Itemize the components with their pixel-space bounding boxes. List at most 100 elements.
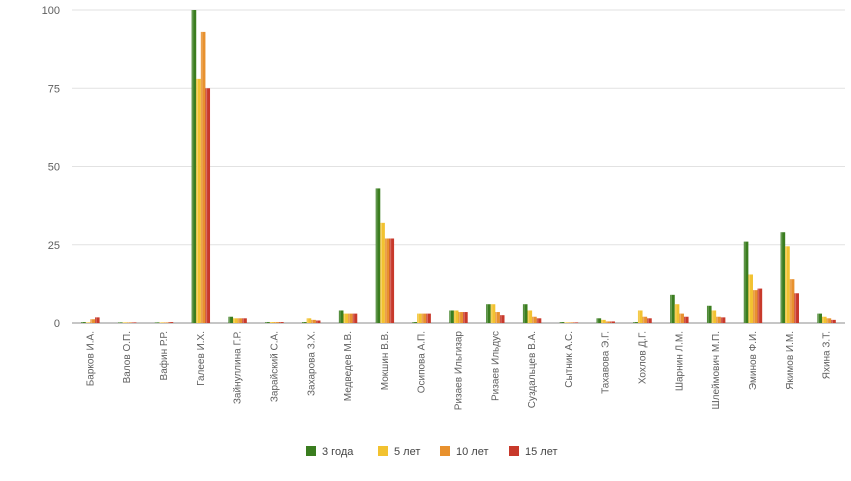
bar-highlight xyxy=(270,322,272,323)
bar-1-3 xyxy=(154,322,160,323)
bar-highlight xyxy=(233,318,235,323)
bar-4-15 xyxy=(610,321,615,323)
bar-highlight xyxy=(753,290,755,323)
bar-3-3 xyxy=(164,322,169,323)
bar-2-7 xyxy=(306,318,312,323)
x-tick-label: Эминов Ф.И. xyxy=(748,331,759,390)
bar-highlight xyxy=(817,313,820,323)
bar-1-20 xyxy=(780,232,786,323)
bar-4-16 xyxy=(647,318,652,323)
x-tick-label: Шарнин Л.М. xyxy=(674,331,685,391)
x-tick-label: Медведев М.В. xyxy=(343,331,354,401)
bar-1-1 xyxy=(81,322,86,323)
bar-1-6 xyxy=(265,322,270,323)
bar-highlight xyxy=(831,319,833,323)
bar-highlight xyxy=(523,304,525,323)
bar-3-16 xyxy=(642,316,648,323)
bar-1-7 xyxy=(302,322,307,323)
bar-highlight xyxy=(633,322,636,323)
bar-highlight xyxy=(348,313,350,323)
bar-highlight xyxy=(311,319,313,323)
bar-highlight xyxy=(597,318,599,323)
bar-2-15 xyxy=(601,319,606,323)
y-axis-tick-labels: 0 25 50 75 100 xyxy=(42,5,60,330)
legend: 3 года 5 лет 10 лет 15 лет xyxy=(306,446,558,458)
y-tick-label: 25 xyxy=(48,240,60,252)
bar-4-17 xyxy=(683,316,689,323)
x-tick-label: Тахавова Э.Г. xyxy=(601,331,612,394)
bar-highlight xyxy=(201,31,203,323)
bar-highlight xyxy=(390,238,392,323)
bar-highlight xyxy=(123,322,125,323)
bar-highlight xyxy=(86,322,88,323)
bar-highlight xyxy=(229,316,231,323)
bar-highlight xyxy=(376,188,378,323)
bar-2-12 xyxy=(490,304,496,323)
bar-1-15 xyxy=(596,318,602,323)
bar-2-13 xyxy=(527,310,533,323)
bar-highlight xyxy=(574,322,576,323)
bar-2-20 xyxy=(785,246,790,323)
bar-4-21 xyxy=(831,319,836,323)
bar-1-18 xyxy=(706,305,712,323)
bar-highlight xyxy=(675,304,677,323)
bar-3-7 xyxy=(311,319,316,323)
bar-1-12 xyxy=(486,304,491,323)
legend-swatch-4 xyxy=(509,446,519,456)
bar-4-18 xyxy=(720,317,726,323)
bar-highlight xyxy=(712,310,714,323)
bar-highlight xyxy=(242,318,244,323)
bar-highlight xyxy=(569,322,571,323)
bar-highlight xyxy=(491,304,493,323)
bar-1-19 xyxy=(743,241,749,323)
bar-highlight xyxy=(721,317,723,323)
bar-highlight xyxy=(707,305,709,323)
bar-highlight xyxy=(537,318,539,323)
bar-highlight xyxy=(528,310,530,323)
y-tick-label: 0 xyxy=(54,318,60,330)
bar-2-9 xyxy=(380,222,385,323)
bar-4-19 xyxy=(757,288,763,323)
bar-3-15 xyxy=(605,321,611,323)
gridlines xyxy=(72,9,845,324)
bar-1-16 xyxy=(633,322,638,323)
legend-swatch-1 xyxy=(306,446,316,456)
bar-3-14 xyxy=(568,322,574,323)
bar-highlight xyxy=(449,310,451,323)
bar-3-19 xyxy=(752,290,758,323)
bar-highlight xyxy=(459,312,461,323)
bar-highlight xyxy=(822,316,824,323)
bar-highlight xyxy=(781,232,783,323)
bar-highlight xyxy=(81,322,83,323)
bar-highlight xyxy=(716,316,718,323)
bar-highlight xyxy=(606,321,608,323)
bar-2-5 xyxy=(233,318,238,323)
bars xyxy=(81,10,836,323)
bar-4-8 xyxy=(352,313,358,323)
bar-highlight xyxy=(127,322,129,323)
bar-2-11 xyxy=(453,310,459,323)
bar-2-14 xyxy=(564,322,569,323)
bar-2-2 xyxy=(122,322,128,323)
bar-highlight xyxy=(495,312,498,323)
bar-highlight xyxy=(316,320,318,323)
bar-highlight xyxy=(385,238,387,323)
bar-highlight xyxy=(417,313,419,323)
bar-1-13 xyxy=(522,304,528,323)
bar-2-3 xyxy=(159,322,165,323)
bar-2-4 xyxy=(196,78,201,323)
bar-4-12 xyxy=(499,315,505,323)
bar-2-1 xyxy=(85,322,91,323)
bar-3-21 xyxy=(826,318,832,323)
x-tick-label: Галеев И.Х. xyxy=(196,331,207,386)
bar-3-11 xyxy=(458,312,464,323)
bar-highlight xyxy=(560,322,562,323)
legend-label-3: 10 лет xyxy=(456,446,489,458)
bar-highlight xyxy=(463,312,465,323)
bar-4-20 xyxy=(794,293,799,323)
bar-4-10 xyxy=(426,313,431,323)
x-tick-label: Хохлов Д.Г. xyxy=(638,331,649,384)
bar-highlight xyxy=(169,322,171,323)
x-tick-label: Шлеймович М.П. xyxy=(711,331,722,410)
x-tick-label: Барков И.А. xyxy=(85,331,96,386)
